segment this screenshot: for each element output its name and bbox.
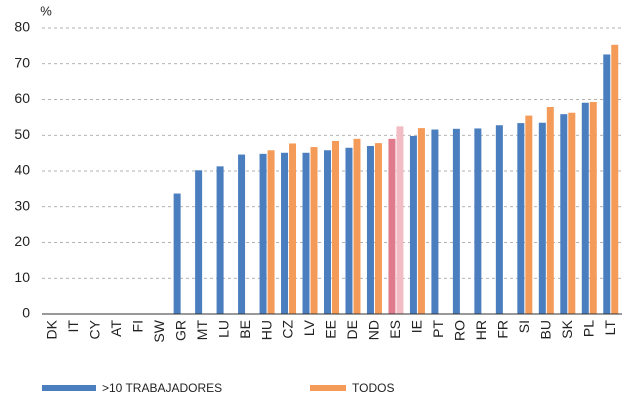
y-tick-label: 40 <box>14 162 30 178</box>
bar <box>238 154 246 314</box>
x-tick-label: LU <box>215 320 231 338</box>
x-tick-label: MT <box>194 320 210 341</box>
bar <box>195 170 203 314</box>
x-tick-label: FI <box>129 320 145 332</box>
x-tick-label: FR <box>495 320 511 339</box>
bar <box>302 152 310 314</box>
bar <box>310 147 318 314</box>
bar <box>388 138 396 314</box>
bar <box>216 166 224 314</box>
y-tick-label: 30 <box>14 197 30 213</box>
bar <box>324 150 331 314</box>
bar <box>452 128 460 314</box>
bar <box>517 123 525 314</box>
bar <box>581 102 589 314</box>
x-tick-label: SK <box>559 319 575 338</box>
x-tick-label: ND <box>366 320 382 340</box>
x-tick-label: HU <box>258 320 274 340</box>
bar <box>353 138 361 314</box>
x-tick-label: SI <box>516 320 532 333</box>
y-tick-label: 10 <box>14 269 30 285</box>
bar <box>396 126 404 314</box>
y-tick-label: 60 <box>14 90 30 106</box>
bar <box>417 128 425 314</box>
x-tick-label: BE <box>237 320 253 339</box>
legend-swatch <box>310 385 346 391</box>
bar <box>546 107 554 314</box>
bar <box>589 102 597 314</box>
y-tick-label: 70 <box>14 54 30 70</box>
x-tick-label: DE <box>344 320 360 339</box>
bar <box>374 143 382 314</box>
y-unit: % <box>40 3 52 18</box>
legend-swatch <box>42 385 96 391</box>
bar <box>267 150 275 314</box>
x-tick-label: CY <box>86 319 102 339</box>
bar <box>366 145 374 314</box>
y-tick-label: 0 <box>22 305 30 321</box>
x-tick-label: BU <box>538 320 554 339</box>
x-tick-label: LV <box>301 319 317 336</box>
bar <box>431 129 439 314</box>
legend-label: >10 TRABAJADORES <box>102 381 222 395</box>
x-tick-label: RO <box>452 320 468 341</box>
bar <box>495 125 503 315</box>
bar <box>409 135 417 314</box>
bar <box>281 152 289 314</box>
x-tick-label: IE <box>409 320 425 333</box>
legend-label: TODOS <box>352 381 394 395</box>
x-tick-label: ES <box>387 320 403 339</box>
x-tick-label: GR <box>172 320 188 341</box>
bar <box>525 115 533 315</box>
y-tick-label: 80 <box>14 19 30 35</box>
x-tick-label: IT <box>65 320 81 333</box>
x-tick-label: AT <box>108 320 124 337</box>
x-tick-label: DK <box>43 319 59 339</box>
bar <box>173 193 181 314</box>
x-tick-label: HR <box>473 320 489 340</box>
bar <box>611 44 619 315</box>
bar <box>345 147 353 314</box>
y-tick-label: 50 <box>14 126 30 142</box>
x-tick-label: SW <box>151 319 167 342</box>
bar <box>474 128 482 314</box>
x-tick-label: PT <box>430 320 446 338</box>
x-tick-label: LT <box>602 320 618 336</box>
x-tick-label: CZ <box>280 320 296 339</box>
x-tick-label: PL <box>580 320 596 337</box>
bar <box>560 114 568 314</box>
bar <box>259 153 267 314</box>
y-tick-label: 20 <box>14 233 30 249</box>
bar <box>568 112 576 314</box>
bar <box>538 122 546 314</box>
x-tick-label: EE <box>323 320 339 339</box>
bar <box>332 140 339 314</box>
bar <box>289 143 297 314</box>
bar <box>603 54 611 315</box>
